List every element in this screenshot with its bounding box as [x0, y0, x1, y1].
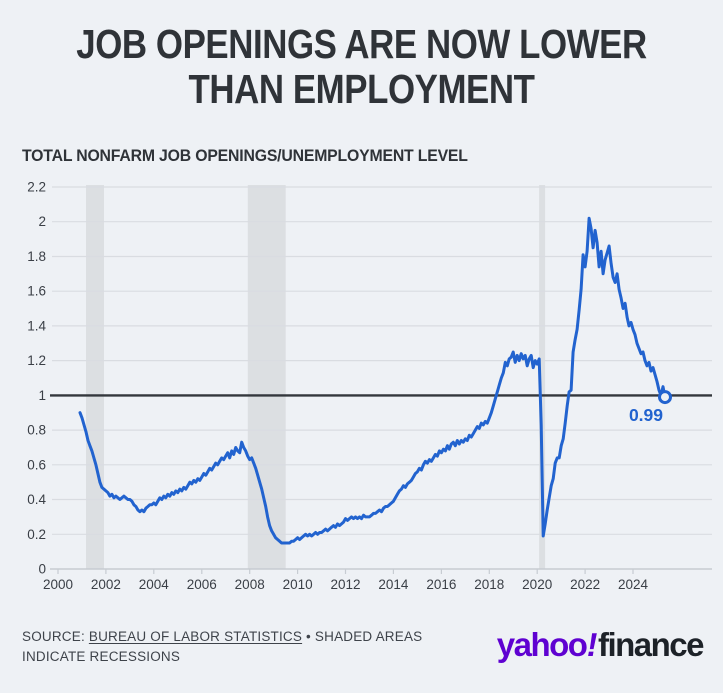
x-tick-label: 2006: [187, 577, 217, 592]
x-tick-label: 2012: [330, 577, 360, 592]
y-tick-label: 1.8: [27, 249, 46, 264]
x-tick-label: 2002: [91, 577, 121, 592]
y-tick-label: 2: [38, 214, 46, 229]
x-tick-label: 2022: [570, 577, 600, 592]
y-tick-label: 0.8: [27, 423, 46, 438]
source-prefix: SOURCE:: [22, 629, 89, 644]
y-tick-label: 0.6: [27, 457, 46, 472]
x-tick-label: 2018: [474, 577, 504, 592]
x-tick-label: 2010: [283, 577, 313, 592]
y-tick-label: 0: [38, 562, 46, 577]
y-tick-label: 1: [38, 388, 46, 403]
y-tick-label: 2.2: [27, 180, 46, 195]
y-tick-label: 1.4: [27, 318, 46, 333]
y-tick-label: 1.6: [27, 284, 46, 299]
x-tick-label: 2008: [235, 577, 265, 592]
y-tick-label: 0.4: [27, 492, 46, 507]
source-suffix: • SHADED AREAS INDICATE RECESSIONS: [22, 629, 423, 664]
chart-subtitle: TOTAL NONFARM JOB OPENINGS/UNEMPLOYMENT …: [22, 146, 468, 165]
yahoo-finance-logo: yahoo!finance: [496, 626, 705, 664]
logo-finance-text: finance: [597, 626, 705, 663]
recession-band: [539, 185, 546, 569]
data-line: [78, 216, 667, 545]
source-link[interactable]: BUREAU OF LABOR STATISTICS: [88, 629, 303, 644]
footer-source: SOURCE: BUREAU OF LABOR STATISTICS • SHA…: [22, 627, 452, 667]
recession-band: [86, 185, 104, 569]
y-tick-label: 0.2: [27, 527, 46, 542]
logo-yahoo-text: yahoo: [496, 626, 588, 663]
end-marker: [658, 390, 672, 405]
page-title: JOB OPENINGS ARE NOW LOWER THAN EMPLOYMEN…: [54, 21, 669, 113]
y-tick-label: 1.2: [27, 353, 46, 368]
x-tick-label: 2004: [139, 577, 170, 592]
page-title-line1: JOB OPENINGS ARE NOW LOWER: [76, 21, 647, 67]
page-title-line2: THAN EMPLOYMENT: [188, 66, 535, 113]
x-tick-label: 2000: [43, 577, 73, 592]
end-value-label: 0.99: [629, 405, 663, 425]
x-tick-label: 2020: [522, 577, 552, 592]
x-tick-label: 2014: [378, 577, 409, 592]
x-tick-label: 2016: [426, 577, 456, 592]
x-tick-label: 2024: [618, 577, 649, 592]
